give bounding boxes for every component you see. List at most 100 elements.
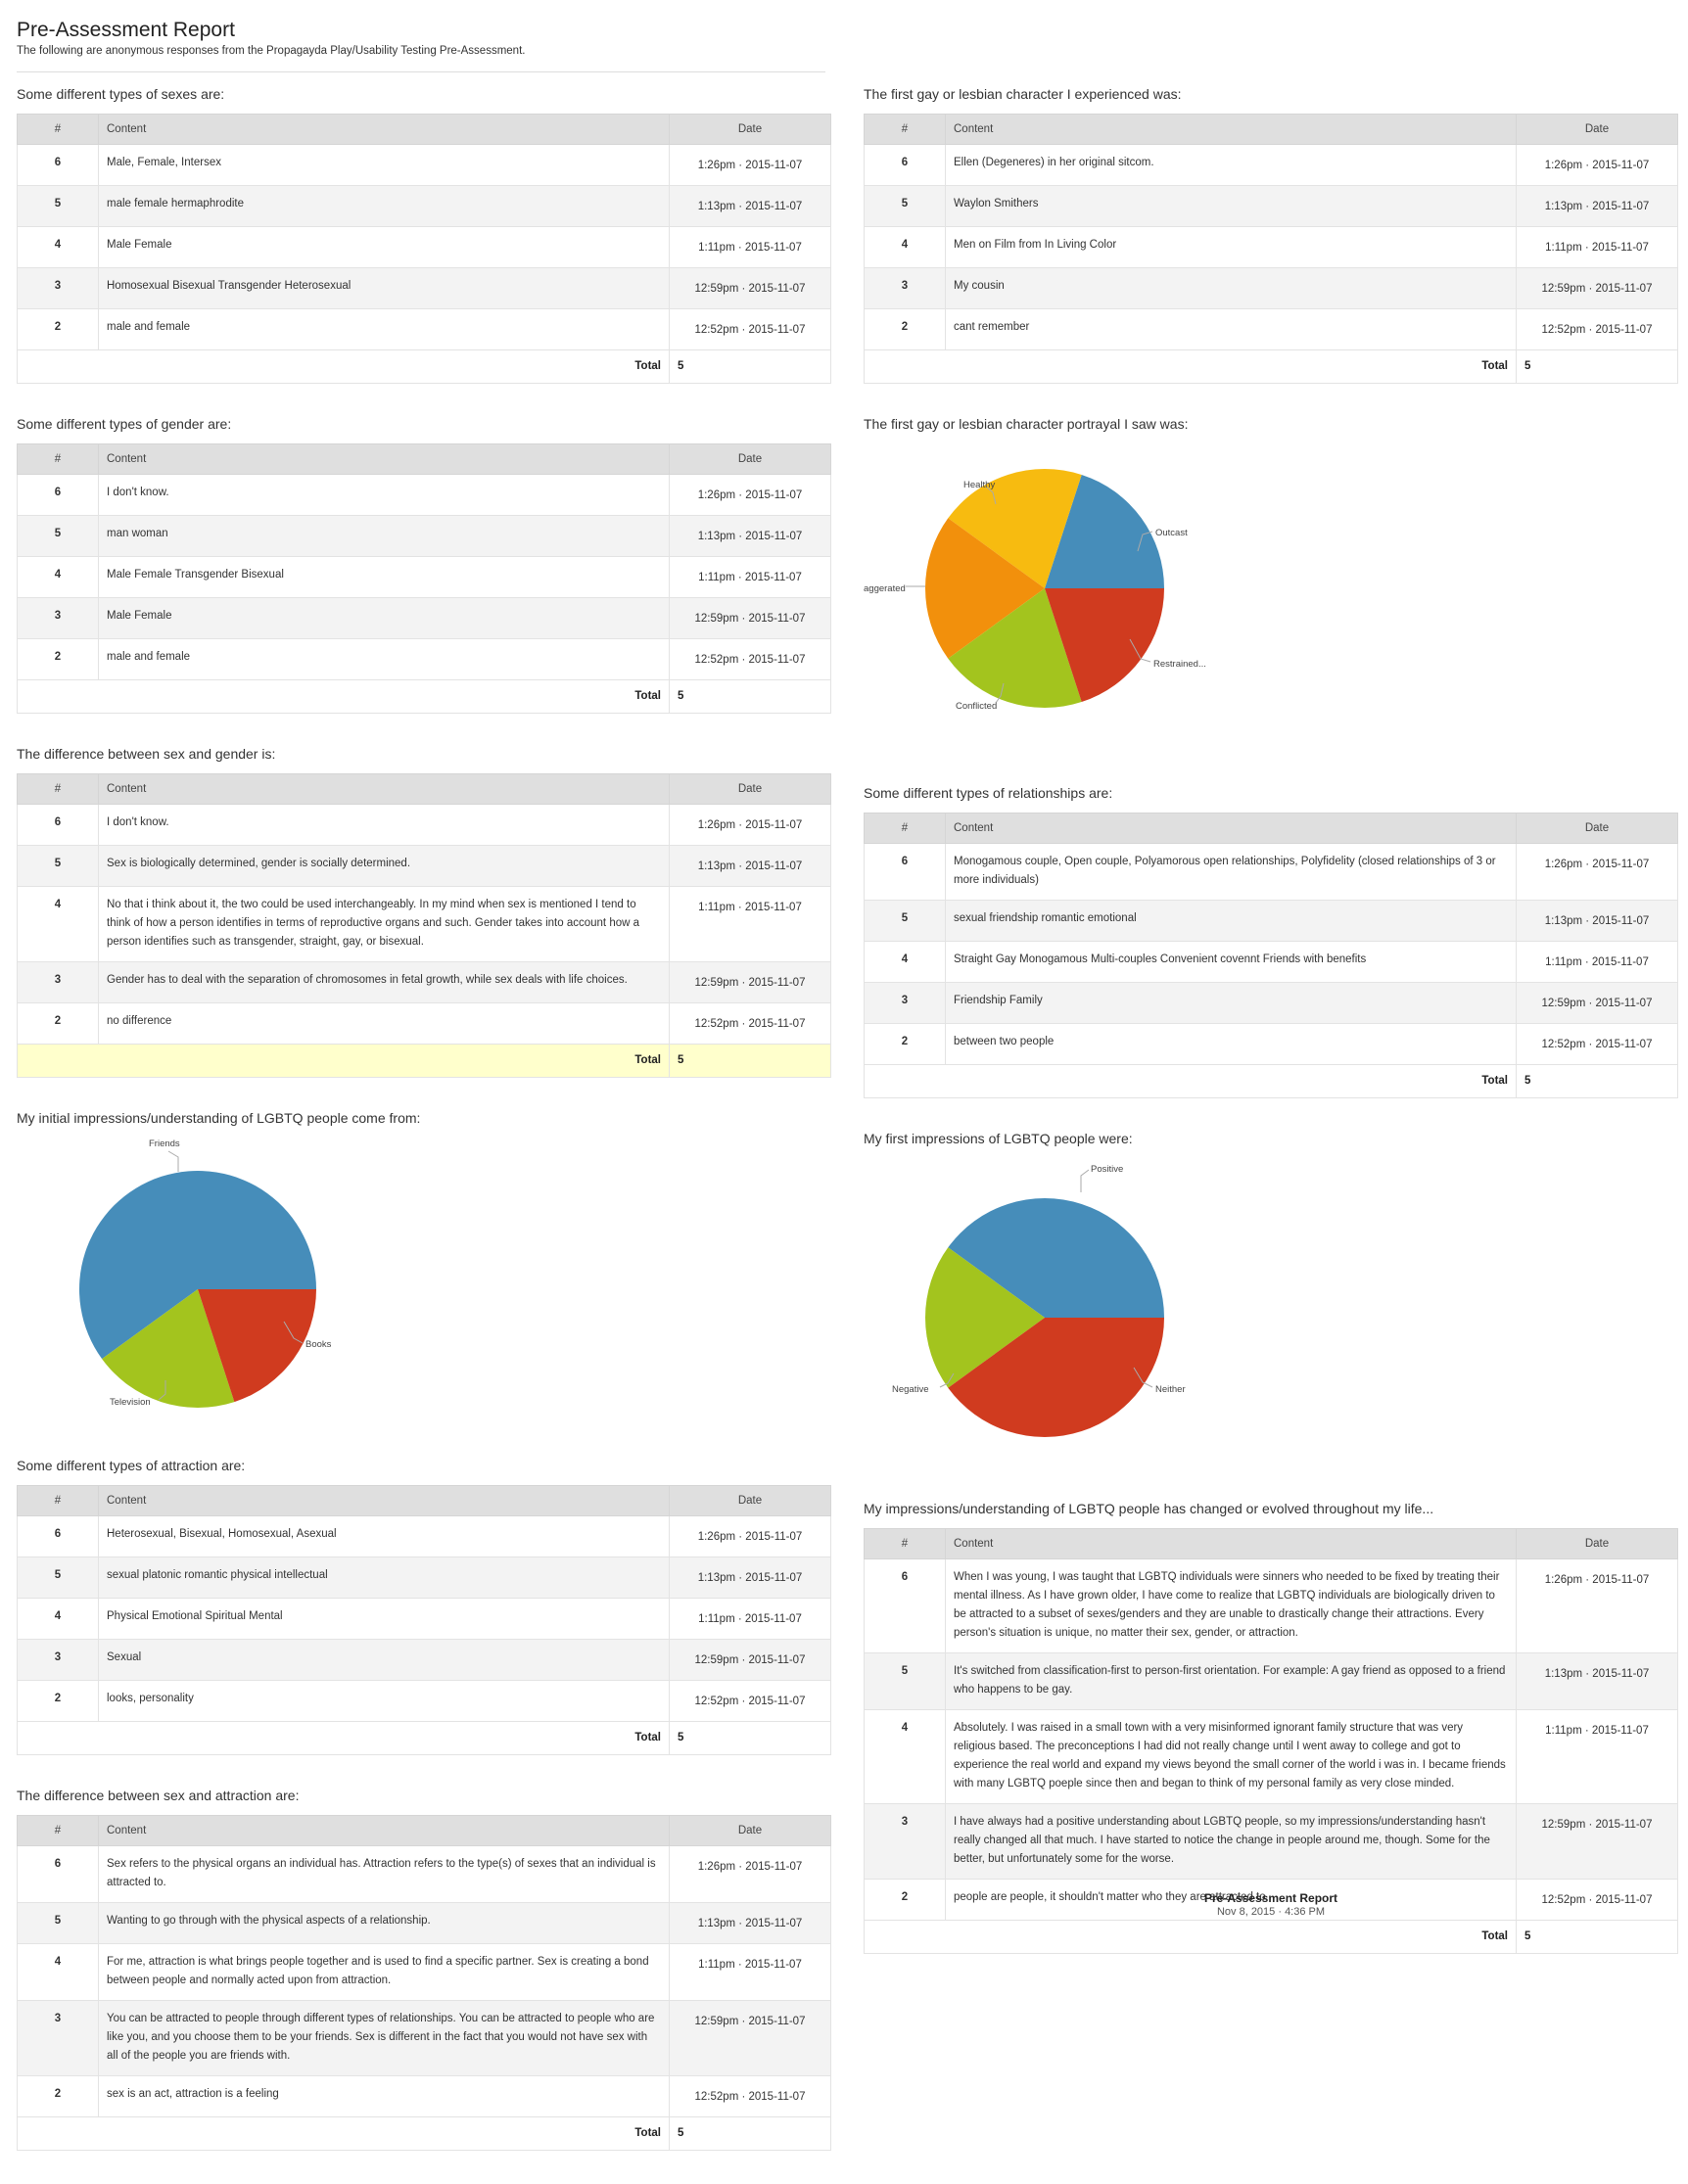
- table-row: 4 No that i think about it, the two could…: [17, 886, 831, 962]
- response-date: 12:52pm · 2015-11-07: [1516, 308, 1678, 350]
- column-header-date: Date: [669, 773, 831, 805]
- response-content: Heterosexual, Bisexual, Homosexual, Asex…: [98, 1515, 670, 1557]
- question-title: The difference between sex and gender is…: [17, 746, 276, 762]
- column-header-content: Content: [98, 114, 670, 145]
- pie-slice-outcast: [1045, 474, 1164, 588]
- response-number: 4: [864, 1709, 946, 1804]
- response-date: 12:59pm · 2015-11-07: [669, 2000, 831, 2076]
- response-number: 2: [17, 638, 99, 680]
- response-content: Homosexual Bisexual Transgender Heterose…: [98, 267, 670, 309]
- response-date: 1:26pm · 2015-11-07: [1516, 144, 1678, 186]
- table-row: 2 cant remember 12:52pm · 2015-11-07: [864, 308, 1678, 350]
- footer-title: Pre-Assessment Report: [1203, 1891, 1338, 1905]
- pie-chart-svg: Friends Books Television: [78, 1138, 332, 1409]
- leader-line: [1133, 1367, 1153, 1388]
- left-column: Some different types of sexes are: # Cont…: [17, 85, 831, 2182]
- column-header-content: Content: [98, 1815, 670, 1846]
- pie-slice-friends: [78, 1170, 316, 1360]
- response-content: Friendship Family: [945, 982, 1517, 1024]
- response-date: 1:13pm · 2015-11-07: [669, 1557, 831, 1599]
- total-value: 5: [669, 1721, 831, 1755]
- response-number: 2: [864, 1879, 946, 1921]
- total-row: Total 5: [864, 1920, 1678, 1954]
- pie-label: Conflicted: [956, 701, 997, 712]
- pie-label: Friends: [149, 1138, 180, 1149]
- table-header-row: # Content Date: [864, 813, 1678, 844]
- response-date: 12:59pm · 2015-11-07: [669, 267, 831, 309]
- response-date: 1:11pm · 2015-11-07: [1516, 1709, 1678, 1804]
- total-row: Total 5: [864, 1064, 1678, 1098]
- leader-line: [1080, 1169, 1090, 1192]
- pie-label: Books: [305, 1339, 332, 1350]
- responses-table: # Content Date 6 Monogamous couple, Open cou…: [864, 813, 1678, 1098]
- page-title: Pre-Assessment Report: [17, 19, 235, 41]
- response-date: 1:26pm · 2015-11-07: [669, 1515, 831, 1557]
- section-attraction-types: Some different types of attraction are: …: [17, 1457, 831, 1755]
- response-number: 4: [17, 556, 99, 598]
- response-date: 1:13pm · 2015-11-07: [669, 1902, 831, 1944]
- section-sex-vs-gender: The difference between sex and gender is…: [17, 745, 831, 1078]
- table-row: 4 Men on Film from In Living Color 1:11pm …: [864, 226, 1678, 268]
- response-content: Sex is biologically determined, gender i…: [98, 845, 670, 887]
- question-title: Some different types of sexes are:: [17, 86, 225, 102]
- response-date: 12:52pm · 2015-11-07: [1516, 1879, 1678, 1921]
- table-row: 6 When I was young, I was taught that LGB…: [864, 1558, 1678, 1653]
- response-content: Men on Film from In Living Color: [945, 226, 1517, 268]
- pie-slice-negative: [948, 1318, 1164, 1437]
- response-date: 1:11pm · 2015-11-07: [669, 556, 831, 598]
- column-header-num: #: [864, 1528, 946, 1559]
- table-row: 2 male and female 12:52pm · 2015-11-07: [17, 308, 831, 350]
- pie-chart-svg: Outcast Restrained... Conflicted aggerated H…: [864, 468, 1206, 712]
- table-row: 3 Homosexual Bisexual Transgender Heteros…: [17, 267, 831, 309]
- total-row: Total 5: [17, 2116, 831, 2151]
- pie-label: Healthy: [963, 480, 995, 490]
- response-content: Wanting to go through with the physical …: [98, 1902, 670, 1944]
- section-relationships: Some different types of relationships ar…: [864, 784, 1678, 1098]
- responses-table: # Content Date 6 Male, Female, Intersex 1:26p…: [17, 114, 831, 384]
- response-date: 1:26pm · 2015-11-07: [1516, 843, 1678, 901]
- response-number: 5: [864, 1652, 946, 1710]
- column-header-num: #: [17, 443, 99, 475]
- table-row: 3 Sexual 12:59pm · 2015-11-07: [17, 1639, 831, 1681]
- table-row: 2 male and female 12:52pm · 2015-11-07: [17, 638, 831, 680]
- table-row: 6 Ellen (Degeneres) in her original sitco…: [864, 144, 1678, 186]
- response-content: sex is an act, attraction is a feeling: [98, 2075, 670, 2117]
- response-date: 1:13pm · 2015-11-07: [1516, 900, 1678, 942]
- response-content: When I was young, I was taught that LGBT…: [945, 1558, 1517, 1653]
- table-header-row: # Content Date: [864, 114, 1678, 145]
- report-header: Pre-Assessment Report The following are …: [17, 18, 825, 57]
- total-value: 5: [1516, 1064, 1678, 1098]
- pie-slice-conflicted: [924, 518, 1045, 659]
- response-number: 2: [17, 1680, 99, 1722]
- leader-line: [985, 486, 997, 505]
- total-label: Total: [17, 1721, 670, 1755]
- pie-slice-positive: [948, 1198, 1164, 1318]
- pie-slice-aggerated: [948, 588, 1082, 709]
- total-label: Total: [17, 349, 670, 384]
- column-header-num: #: [17, 1815, 99, 1846]
- table-header-row: # Content Date: [17, 114, 831, 145]
- response-number: 5: [17, 185, 99, 227]
- response-number: 6: [864, 144, 946, 186]
- response-date: 12:59pm · 2015-11-07: [1516, 982, 1678, 1024]
- response-date: 1:26pm · 2015-11-07: [669, 1845, 831, 1903]
- column-header-content: Content: [98, 1485, 670, 1516]
- response-date: 1:13pm · 2015-11-07: [1516, 1652, 1678, 1710]
- response-content: Absolutely. I was raised in a small town…: [945, 1709, 1517, 1804]
- total-row: Total 5: [17, 679, 831, 714]
- chart-title: The first gay or lesbian character portr…: [864, 416, 1189, 432]
- total-value: 5: [1516, 349, 1678, 384]
- response-content: Male Female: [98, 597, 670, 639]
- response-number: 5: [864, 900, 946, 942]
- table-row: 3 You can be attracted to people through …: [17, 2000, 831, 2076]
- response-date: 1:26pm · 2015-11-07: [669, 144, 831, 186]
- pie-chart-first-portrayal: Outcast Restrained... Conflicted aggerated H…: [864, 443, 1678, 757]
- response-number: 4: [17, 1598, 99, 1640]
- total-value: 5: [669, 349, 831, 384]
- response-number: 3: [17, 597, 99, 639]
- column-header-date: Date: [669, 114, 831, 145]
- response-content: For me, attraction is what brings people…: [98, 1943, 670, 2001]
- question-title: Some different types of relationships ar…: [864, 785, 1113, 801]
- response-number: 5: [17, 1557, 99, 1599]
